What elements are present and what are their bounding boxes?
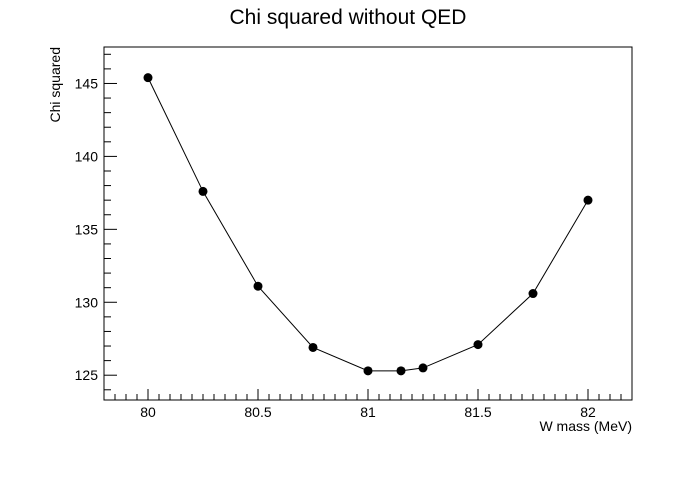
y-tick-label: 130: [75, 294, 99, 310]
data-series: [143, 73, 593, 376]
axis-ticks: [103, 53, 633, 400]
data-point: [363, 366, 373, 376]
series-line: [147, 77, 589, 372]
data-point: [198, 186, 208, 196]
y-tick-label: 145: [75, 75, 99, 91]
data-point: [583, 195, 593, 205]
data-point: [473, 340, 483, 350]
plot-frame: [103, 46, 633, 401]
tick-labels: 80 80.5 81 81.5 82 125 130 135 140 145: [75, 75, 596, 420]
y-tick-label: 140: [75, 148, 99, 164]
data-point: [308, 342, 318, 352]
y-tick-label: 135: [75, 221, 99, 237]
y-tick-label: 125: [75, 367, 99, 383]
data-point: [418, 363, 428, 373]
data-point: [396, 366, 406, 376]
x-axis-label: W mass (MeV): [539, 418, 632, 434]
data-point: [528, 289, 538, 299]
x-tick-label: 82: [580, 404, 596, 420]
chart-title: Chi squared without QED: [230, 6, 467, 29]
x-tick-label: 80.5: [244, 404, 271, 420]
x-tick-label: 80: [140, 404, 156, 420]
data-point: [143, 73, 153, 83]
data-point: [253, 281, 263, 291]
x-tick-label: 81: [360, 404, 376, 420]
y-axis-label: Chi squared: [47, 47, 63, 123]
x-tick-label: 81.5: [464, 404, 491, 420]
